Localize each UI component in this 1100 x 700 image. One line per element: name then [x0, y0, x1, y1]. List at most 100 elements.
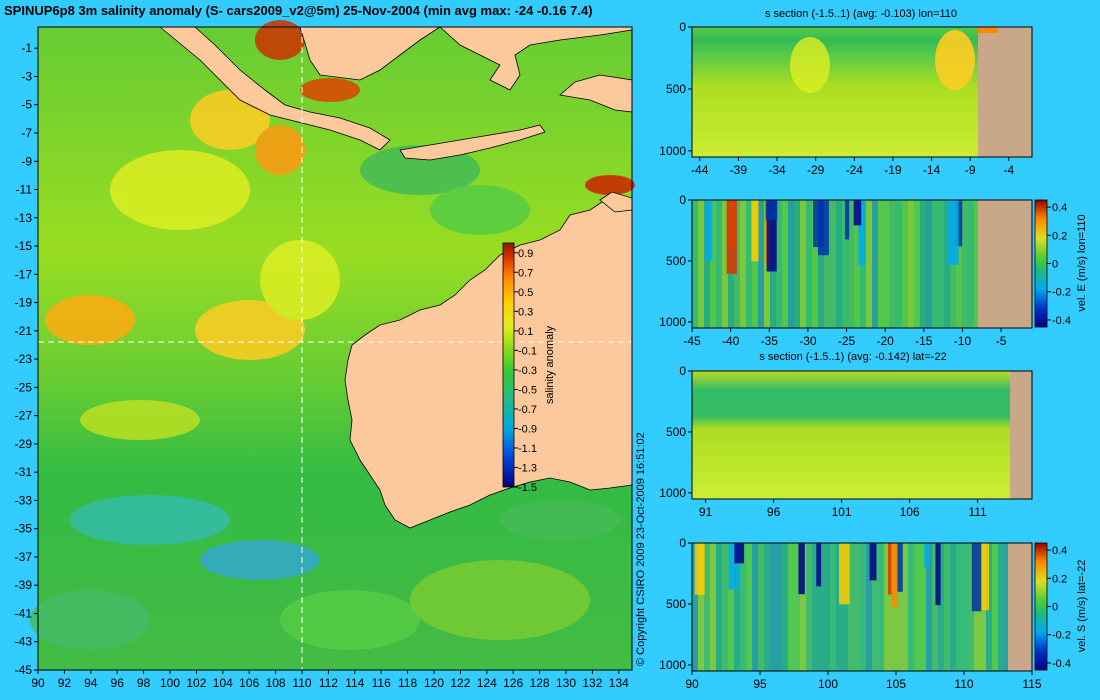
colorbar-tick-label: 0.4	[1052, 202, 1067, 214]
section-cell	[974, 200, 980, 328]
y-tick-label: -15	[15, 239, 33, 253]
colorbar-tick-label: -0.9	[518, 423, 537, 435]
section-cell	[812, 543, 818, 671]
colorbar-label: vel. S (m/s) lat=-22	[1076, 560, 1088, 653]
section-cell	[981, 543, 990, 611]
y-tick-label: 500	[666, 597, 686, 611]
vel-s-section-lat-22: 90 95 100 105 110 115 0 500 1000 0.4 0.2 0 -0.2 -0.…	[659, 536, 1088, 691]
y-tick-label: 0	[679, 20, 686, 34]
x-tick-label: 92	[58, 676, 72, 690]
x-tick-label: 124	[477, 676, 497, 690]
x-tick-label: 130	[556, 676, 576, 690]
section-cell	[734, 543, 740, 671]
x-tick-label: -25	[838, 334, 856, 348]
section-cell	[866, 543, 872, 671]
section-cell	[830, 543, 836, 671]
colorbar-label: vel. E (m/s) lon=110	[1076, 214, 1088, 311]
section-cell	[992, 543, 998, 671]
section-cell	[884, 543, 890, 671]
section-anomaly	[935, 30, 975, 90]
colorbar-gradient	[1034, 542, 1048, 671]
map-y-axis: -1 -3 -5 -7 -9 -11 -13 -15 -17 -19 -21 -23 -25 -27 -29…	[15, 41, 38, 677]
salinity-map: 90 92 94 96 98 100 102 104 106 108 110 112 114 116 118…	[15, 20, 635, 690]
colorbar-tick-label: -1.3	[518, 462, 537, 474]
y-tick-label: -33	[15, 493, 33, 507]
section-cell	[932, 200, 938, 328]
section-cell	[924, 543, 930, 567]
y-tick-label: 500	[666, 82, 686, 96]
section-x-axis: 90 95 100 105 110 115	[685, 671, 1042, 691]
section-anomaly	[978, 27, 998, 33]
section-cell	[872, 543, 878, 671]
section-cell	[944, 543, 950, 671]
section-y-axis: 0 500 1000	[659, 20, 692, 158]
y-tick-label: 0	[679, 364, 686, 378]
section-cell	[800, 543, 806, 671]
x-tick-label: 114	[345, 676, 364, 690]
y-tick-label: -25	[15, 380, 33, 394]
section-cell	[698, 543, 704, 671]
x-tick-label: -5	[996, 334, 1007, 348]
colorbar-tick-label: 0.3	[518, 306, 533, 318]
section-cell	[765, 200, 778, 221]
section-cell	[938, 200, 944, 328]
section-cell	[758, 543, 764, 671]
x-tick-label: -34	[768, 163, 786, 177]
colorbar-tick-label: 0	[1052, 602, 1058, 614]
section-cell	[788, 200, 794, 328]
section-cell	[998, 543, 1004, 671]
y-tick-label: -3	[21, 69, 32, 83]
section-cell	[694, 543, 705, 595]
section-cell	[698, 200, 704, 328]
x-tick-label: -19	[884, 163, 902, 177]
section-cell	[782, 200, 788, 328]
section-cell	[842, 200, 848, 328]
y-tick-label: -39	[15, 578, 33, 592]
x-tick-label: 110	[292, 676, 311, 690]
map-colorbar: 0.9 0.7 0.5 0.3 0.1 -0.1 -0.3 -0.5 -0.7 -0.9 -1.1 -…	[502, 242, 556, 494]
section-cell	[853, 200, 862, 226]
colorbar-tick-label: -0.4	[1052, 315, 1071, 327]
s-section-lat-22: s section (-1.5..1) (avg: -0.142) lat=-2…	[659, 351, 1033, 519]
section-cell	[950, 543, 956, 671]
y-tick-label: -9	[21, 154, 32, 168]
section-cell	[734, 200, 740, 328]
x-tick-label: -24	[846, 163, 864, 177]
section-cell	[902, 200, 908, 328]
map-anomaly-patches	[30, 20, 635, 650]
section-cell	[716, 543, 722, 671]
x-tick-label: 102	[186, 676, 206, 690]
section-cell	[798, 543, 805, 595]
section-cell	[818, 543, 824, 671]
section-cell	[878, 200, 884, 328]
section-cell	[955, 200, 963, 247]
section-field	[692, 371, 1010, 499]
y-tick-label: -1	[21, 41, 32, 55]
section-land	[1010, 371, 1032, 499]
colorbar-ticks: 0.4 0.2 0 -0.2 -0.4	[1047, 545, 1071, 670]
section-cell	[842, 543, 848, 671]
section-y-axis: 0 500 1000	[659, 364, 692, 500]
x-tick-label: -10	[954, 334, 972, 348]
section-y-axis: 0 500 1000	[659, 536, 692, 672]
section-cell	[891, 543, 898, 608]
y-tick-label: 1000	[659, 315, 686, 329]
section-cell	[751, 200, 759, 262]
section-cell	[920, 200, 926, 328]
section-stripes	[692, 543, 1010, 671]
section-cell	[740, 200, 746, 328]
y-tick-label: -31	[15, 465, 33, 479]
section-cell	[938, 543, 944, 671]
x-tick-label: 96	[767, 505, 781, 519]
x-tick-label: -39	[730, 163, 748, 177]
section-cell	[890, 200, 896, 328]
section-cell	[746, 543, 752, 671]
s-section-lon110: s section (-1.5..1) (avg: -0.103) lon=11…	[659, 8, 1033, 177]
x-tick-label: 120	[424, 676, 444, 690]
section-cell	[722, 543, 728, 671]
x-tick-label: 122	[450, 676, 470, 690]
x-tick-label: 101	[832, 505, 852, 519]
section-cell	[848, 543, 854, 671]
section-cell	[812, 200, 818, 328]
